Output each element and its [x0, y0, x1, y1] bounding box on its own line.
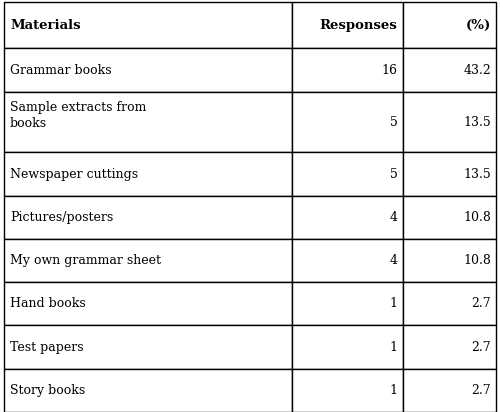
Bar	[402, 369, 496, 412]
Bar	[4, 369, 292, 412]
Bar	[402, 92, 496, 152]
Text: My own grammar sheet: My own grammar sheet	[10, 254, 161, 267]
Bar	[4, 2, 292, 49]
Bar	[402, 239, 496, 282]
Text: 43.2: 43.2	[463, 63, 491, 77]
Bar	[292, 369, 403, 412]
Text: 13.5: 13.5	[463, 168, 491, 180]
Bar	[4, 196, 292, 239]
Bar	[402, 239, 496, 282]
Bar	[292, 92, 403, 152]
Bar	[402, 152, 496, 196]
Text: 4: 4	[390, 211, 398, 224]
Bar	[4, 282, 292, 325]
Text: 2.7: 2.7	[472, 384, 491, 397]
Bar	[4, 196, 292, 239]
Bar	[292, 49, 403, 92]
Text: Newspaper cuttings: Newspaper cuttings	[10, 168, 138, 180]
Bar	[292, 325, 403, 369]
Bar	[292, 49, 403, 92]
Text: 1: 1	[390, 384, 398, 397]
Bar	[402, 282, 496, 325]
Text: Sample extracts from
books: Sample extracts from books	[10, 101, 146, 130]
Bar	[4, 239, 292, 282]
Text: 2.7: 2.7	[472, 341, 491, 353]
Bar	[402, 49, 496, 92]
Text: 5: 5	[390, 116, 398, 129]
Bar	[292, 2, 403, 49]
Text: 5: 5	[390, 168, 398, 180]
Bar	[292, 369, 403, 412]
Text: Hand books: Hand books	[10, 297, 86, 310]
Bar	[402, 2, 496, 49]
Bar	[4, 152, 292, 196]
Text: Materials: Materials	[10, 19, 80, 32]
Bar	[292, 239, 403, 282]
Bar	[402, 325, 496, 369]
Bar	[4, 325, 292, 369]
Bar	[402, 325, 496, 369]
Text: 16: 16	[382, 63, 398, 77]
Bar	[292, 282, 403, 325]
Bar	[4, 369, 292, 412]
Bar	[4, 325, 292, 369]
Bar	[4, 92, 292, 152]
Bar	[402, 152, 496, 196]
Bar	[292, 92, 403, 152]
Bar	[4, 49, 292, 92]
Text: 13.5: 13.5	[463, 116, 491, 129]
Text: 10.8: 10.8	[463, 254, 491, 267]
Bar	[402, 92, 496, 152]
Bar	[402, 2, 496, 49]
Bar	[402, 282, 496, 325]
Bar	[292, 239, 403, 282]
Text: Test papers: Test papers	[10, 341, 84, 353]
Bar	[292, 282, 403, 325]
Bar	[4, 49, 292, 92]
Bar	[292, 325, 403, 369]
Text: Pictures/posters: Pictures/posters	[10, 211, 113, 224]
Text: Grammar books: Grammar books	[10, 63, 112, 77]
Bar	[402, 196, 496, 239]
Bar	[292, 196, 403, 239]
Bar	[292, 196, 403, 239]
Text: (%): (%)	[466, 19, 491, 32]
Bar	[4, 282, 292, 325]
Text: Responses: Responses	[320, 19, 398, 32]
Bar	[402, 369, 496, 412]
Bar	[402, 196, 496, 239]
Text: Story books: Story books	[10, 384, 85, 397]
Text: 1: 1	[390, 341, 398, 353]
Bar	[4, 92, 292, 152]
Bar	[4, 2, 292, 49]
Bar	[292, 152, 403, 196]
Bar	[4, 239, 292, 282]
Text: 2.7: 2.7	[472, 297, 491, 310]
Bar	[292, 2, 403, 49]
Bar	[292, 152, 403, 196]
Bar	[402, 49, 496, 92]
Text: 10.8: 10.8	[463, 211, 491, 224]
Text: 4: 4	[390, 254, 398, 267]
Text: 1: 1	[390, 297, 398, 310]
Bar	[4, 152, 292, 196]
